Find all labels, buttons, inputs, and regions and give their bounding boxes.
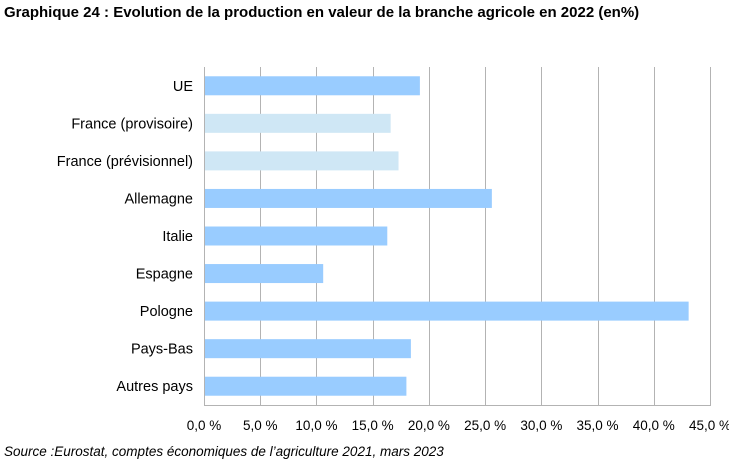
category-label-0: UE: [173, 79, 193, 95]
bar-5: [204, 264, 324, 284]
chart-title: Graphique 24 : Evolution de la productio…: [4, 4, 640, 21]
x-tick-label-2: 10,0 %: [295, 418, 337, 433]
category-label-6: Pologne: [140, 304, 193, 320]
category-label-5: Espagne: [136, 267, 193, 283]
x-tick-label-0: 0,0 %: [187, 418, 222, 433]
bar-1: [204, 113, 391, 133]
source-note: Source :Eurostat, comptes économiques de…: [4, 444, 444, 459]
bar-2: [204, 151, 399, 171]
category-label-4: Italie: [162, 229, 193, 245]
x-tick-label-6: 30,0 %: [520, 418, 562, 433]
x-tick-label-8: 40,0 %: [633, 418, 675, 433]
x-tick-label-3: 15,0 %: [352, 418, 394, 433]
category-label-1: France (provisoire): [71, 116, 193, 132]
bar-3: [204, 188, 492, 208]
x-tick-label-7: 35,0 %: [577, 418, 619, 433]
category-label-2: France (prévisionnel): [57, 154, 193, 170]
x-tick-label-9: 45,0 %: [689, 418, 729, 433]
category-label-8: Autres pays: [116, 379, 193, 395]
x-tick-label-5: 25,0 %: [464, 418, 506, 433]
x-tick-label-1: 5,0 %: [243, 418, 278, 433]
category-label-3: Allemagne: [124, 191, 193, 207]
bar-0: [204, 76, 420, 96]
bar-6: [204, 301, 689, 321]
bar-4: [204, 226, 388, 246]
bar-8: [204, 376, 407, 396]
x-tick-label-4: 20,0 %: [408, 418, 450, 433]
bar-7: [204, 339, 411, 359]
category-label-7: Pays-Bas: [131, 342, 193, 358]
